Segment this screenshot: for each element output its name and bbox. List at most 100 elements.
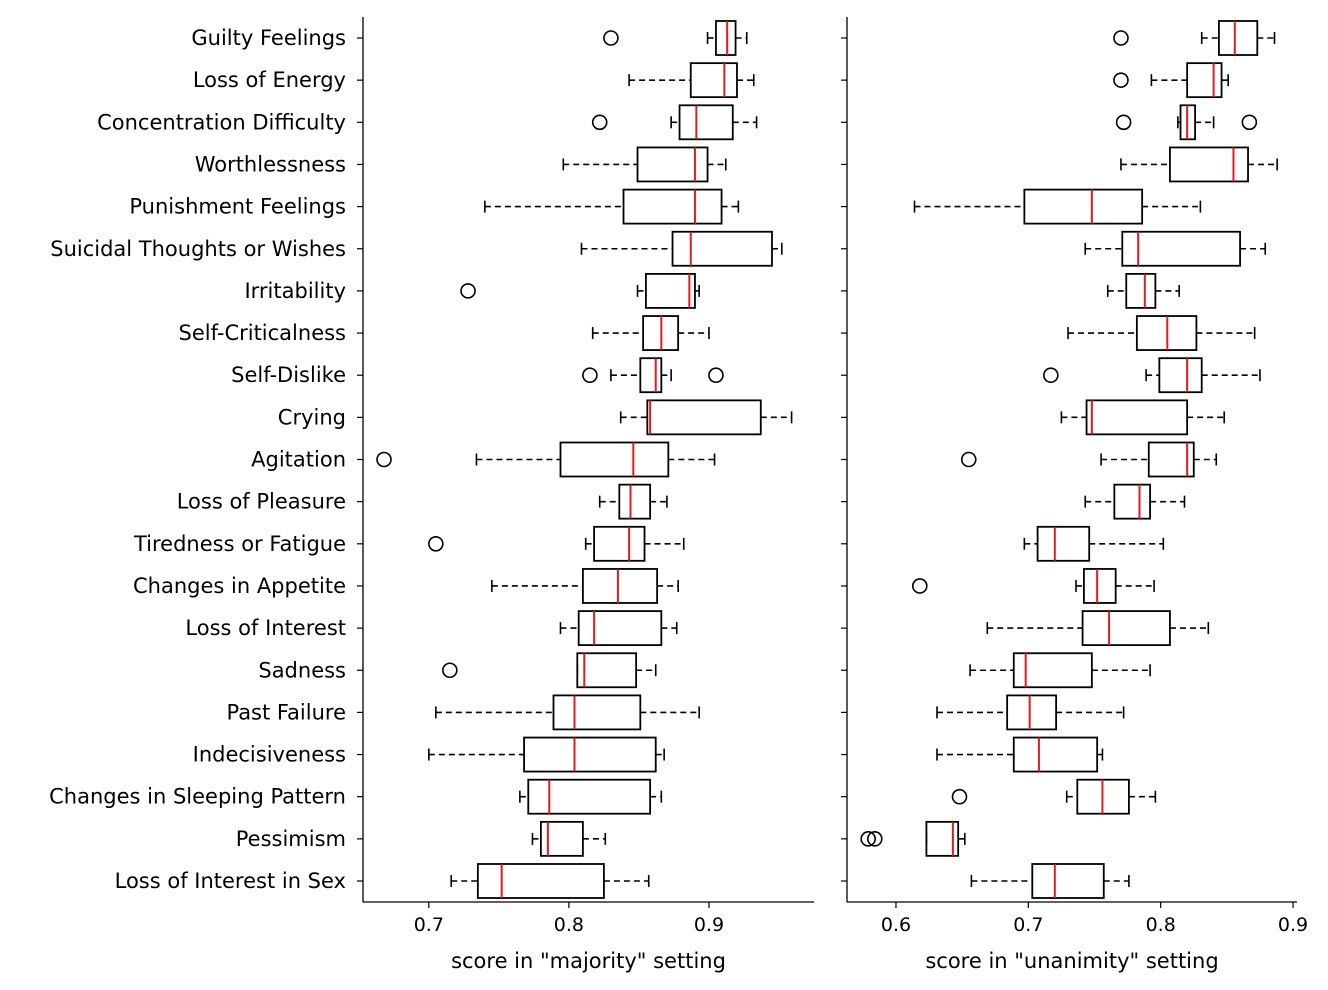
- iqr-box: [1121, 230, 1241, 267]
- outlier-point: [708, 367, 724, 384]
- category-label: Loss of Energy: [193, 68, 346, 92]
- box-past-failure: [936, 694, 1125, 731]
- x-tick-label: 0.9: [694, 914, 724, 936]
- box-punishment-feelings: [913, 188, 1202, 225]
- x-tick-label: 0.8: [554, 914, 584, 936]
- box-suicidal-thoughts-or-wishes: [580, 230, 783, 267]
- iqr-box: [636, 146, 709, 183]
- box-agitation: [960, 441, 1218, 478]
- box-changes-in-sleeping-pattern: [519, 778, 663, 815]
- outlier-point: [1113, 72, 1129, 88]
- iqr-box: [1036, 525, 1091, 562]
- box-loss-of-interest: [559, 610, 678, 646]
- category-label: Tiredness or Fatigue: [133, 532, 346, 556]
- iqr-box: [559, 441, 670, 478]
- box-loss-of-interest-in-sex: [450, 863, 650, 899]
- box-pessimism: [531, 820, 607, 857]
- box-changes-in-sleeping-pattern: [951, 778, 1157, 815]
- category-label: Suicidal Thoughts or Wishes: [50, 237, 346, 261]
- iqr-box: [645, 272, 696, 309]
- outlier-point: [428, 535, 444, 552]
- box-loss-of-energy: [628, 62, 755, 99]
- box-pessimism: [860, 820, 966, 857]
- x-axis-label: score in "unanimity" setting: [925, 949, 1218, 973]
- box-tiredness-or-fatigue: [428, 525, 685, 562]
- iqr-box: [577, 610, 663, 646]
- box-self-dislike: [582, 357, 724, 394]
- iqr-box: [925, 820, 960, 857]
- category-label: Pessimism: [236, 827, 346, 851]
- box-worthlessness: [562, 146, 727, 183]
- box-concentration-difficulty: [591, 104, 758, 141]
- category-label: Agitation: [251, 448, 346, 472]
- iqr-box: [1031, 863, 1105, 899]
- category-label: Guilty Feelings: [191, 26, 346, 50]
- x-tick-label: 0.9: [1278, 914, 1308, 936]
- iqr-box: [1218, 20, 1259, 56]
- iqr-box: [1083, 568, 1117, 604]
- iqr-box: [622, 188, 723, 225]
- box-concentration-difficulty: [1115, 104, 1258, 141]
- outlier-point: [960, 451, 977, 468]
- category-label: Changes in Appetite: [133, 574, 346, 598]
- category-label: Punishment Feelings: [129, 195, 346, 219]
- outlier-point: [376, 451, 392, 468]
- box-self-criticalness: [591, 315, 710, 351]
- outlier-point: [603, 30, 619, 46]
- x-tick-label: 0.8: [1146, 914, 1176, 936]
- outlier-point: [1115, 114, 1132, 131]
- category-label: Concentration Difficulty: [97, 110, 346, 134]
- outlier-point: [582, 367, 598, 384]
- iqr-box: [1158, 357, 1203, 394]
- outlier-point: [866, 831, 883, 847]
- box-crying: [619, 399, 793, 436]
- category-label: Loss of Pleasure: [177, 490, 346, 514]
- box-irritability: [1106, 272, 1181, 309]
- box-tiredness-or-fatigue: [1023, 525, 1165, 562]
- category-label: Sadness: [258, 658, 346, 682]
- box-loss-of-pleasure: [1084, 483, 1186, 520]
- iqr-box: [646, 399, 762, 436]
- panel-2: 0.6 0.7 0.8 0.9 score in "unanimity" setting: [841, 17, 1308, 973]
- category-label: Loss of Interest in Sex: [115, 869, 346, 893]
- box-self-criticalness: [1067, 315, 1256, 351]
- iqr-box: [1012, 736, 1099, 773]
- outlier-point: [1043, 367, 1059, 384]
- category-label: Loss of Interest: [185, 616, 346, 640]
- box-sadness: [442, 652, 657, 689]
- category-label: Indecisiveness: [193, 743, 346, 767]
- iqr-box: [1012, 652, 1093, 689]
- box-self-dislike: [1043, 357, 1261, 394]
- box-changes-in-appetite: [911, 568, 1155, 604]
- iqr-box: [1125, 272, 1157, 309]
- outlier-point: [1113, 30, 1129, 46]
- category-label: Crying: [278, 405, 346, 429]
- iqr-box: [552, 694, 642, 731]
- iqr-box: [1081, 610, 1171, 646]
- iqr-box: [1169, 146, 1249, 183]
- iqr-box: [1085, 399, 1189, 436]
- iqr-box: [1006, 694, 1058, 731]
- category-label: Changes in Sleeping Pattern: [49, 785, 346, 809]
- box-loss-of-pleasure: [598, 483, 668, 520]
- category-label: Self-Criticalness: [179, 321, 346, 345]
- iqr-box: [715, 20, 737, 56]
- outlier-point: [951, 788, 968, 805]
- box-crying: [1060, 399, 1226, 436]
- category-label: Worthlessness: [195, 152, 346, 176]
- iqr-box: [523, 736, 657, 773]
- outlier-point: [1241, 114, 1258, 131]
- x-tick-label: 0.7: [1013, 914, 1043, 936]
- category-label: Self-Dislike: [231, 363, 346, 387]
- box-indecisiveness: [428, 736, 665, 773]
- box-past-failure: [435, 694, 700, 731]
- iqr-box: [639, 357, 663, 394]
- iqr-box: [593, 525, 646, 562]
- iqr-box: [539, 820, 584, 857]
- box-irritability: [460, 272, 700, 309]
- iqr-box: [1113, 483, 1151, 520]
- box-suicidal-thoughts-or-wishes: [1084, 230, 1267, 267]
- iqr-box: [527, 778, 652, 815]
- iqr-box: [1147, 441, 1195, 478]
- outlier-point: [911, 578, 928, 594]
